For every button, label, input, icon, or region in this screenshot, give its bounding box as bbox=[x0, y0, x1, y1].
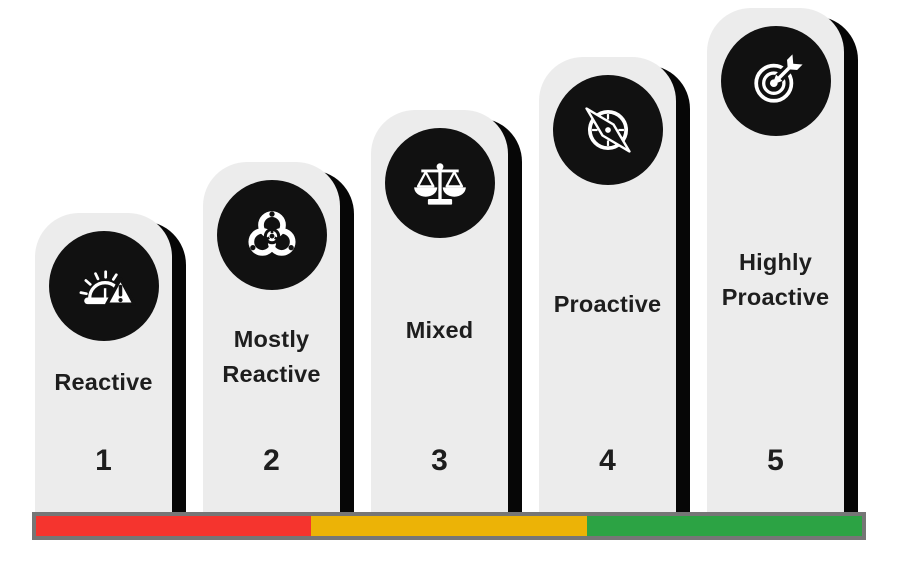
level-label-wrap: Highly Proactive bbox=[707, 126, 844, 434]
scale-segment-red bbox=[36, 516, 312, 536]
level-label-wrap: Proactive bbox=[549, 175, 667, 434]
level-label: Mixed bbox=[405, 317, 474, 344]
level-label: Reactive bbox=[54, 368, 153, 395]
compass-glyph bbox=[584, 107, 631, 153]
level-column-1: Reactive 1 bbox=[35, 213, 172, 512]
bars-row: Reactive 1 bbox=[35, 8, 844, 512]
level-label: Mostly Reactive bbox=[222, 325, 321, 387]
level-label-wrap: Reactive bbox=[49, 331, 157, 434]
scale-segment-yellow bbox=[311, 516, 587, 536]
compass-icon bbox=[552, 75, 663, 185]
biohazard-icon bbox=[216, 180, 327, 290]
level-column-4: Proactive 4 bbox=[539, 57, 676, 512]
level-label-wrap: Mostly Reactive bbox=[203, 280, 340, 434]
level-label: Highly Proactive bbox=[721, 248, 830, 310]
level-column-2: Mostly Reactive 2 bbox=[203, 162, 340, 512]
level-number: 4 bbox=[599, 444, 616, 477]
level-number: 5 bbox=[767, 444, 784, 477]
level-number: 1 bbox=[95, 444, 112, 477]
level-column-3: Mixed 3 bbox=[371, 110, 508, 512]
level-number: 2 bbox=[263, 444, 280, 477]
level-number: 3 bbox=[431, 444, 448, 477]
scale-segment-green bbox=[586, 516, 862, 536]
biohazard-glyph bbox=[247, 211, 296, 256]
balance-scales-icon bbox=[384, 128, 495, 238]
level-label: Proactive bbox=[553, 290, 662, 317]
level-label-wrap: Mixed bbox=[401, 228, 479, 434]
severity-scale-bar bbox=[32, 512, 866, 540]
emergency-alarm-glyph bbox=[79, 270, 136, 306]
target-arrow-glyph bbox=[753, 53, 804, 103]
target-arrow-icon bbox=[720, 26, 831, 136]
level-column-5: Highly Proactive 5 bbox=[707, 8, 844, 512]
emergency-alarm-icon bbox=[48, 231, 159, 341]
balance-scales-glyph bbox=[413, 163, 466, 205]
